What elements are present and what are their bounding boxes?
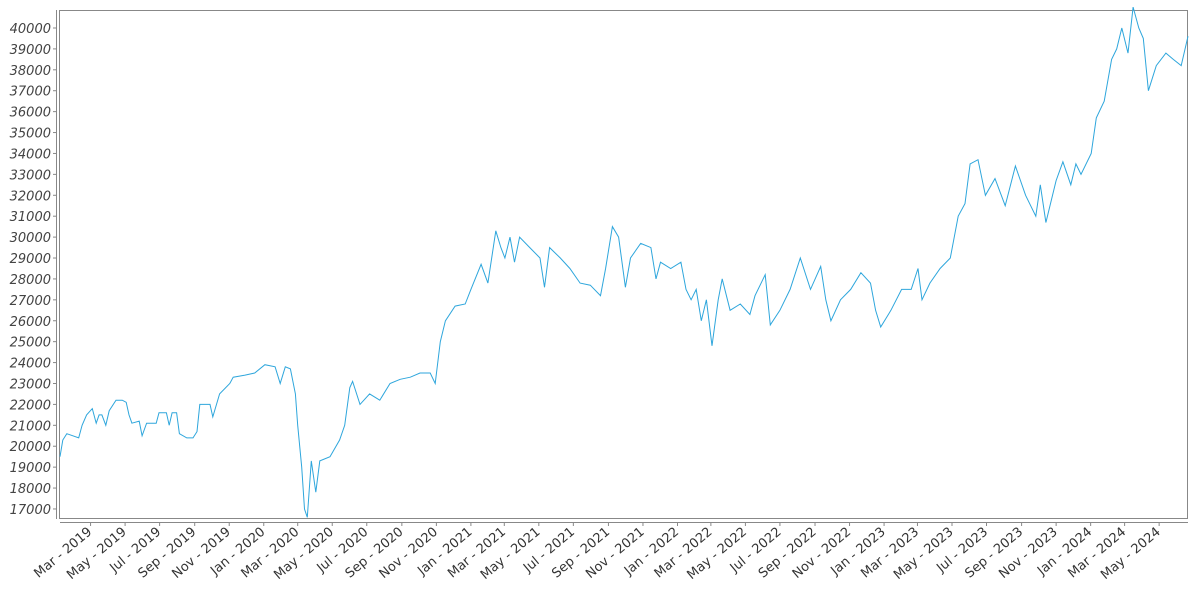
plot-frame (59, 10, 1188, 519)
series-line (59, 6, 1189, 518)
y-tick-label: 32000 (10, 189, 51, 204)
y-tick-label: 36000 (10, 106, 51, 121)
y-tick-label: 29000 (10, 252, 51, 267)
y-tick-label: 19000 (10, 461, 51, 476)
y-tick-label: 27000 (10, 294, 51, 309)
y-tick-label: 31000 (10, 210, 51, 225)
y-axis-ticks: 17000 18000 19000 20000 21000 22000 23000 24000… (10, 22, 57, 518)
y-tick-label: 18000 (10, 482, 51, 497)
y-tick-label: 17000 (10, 503, 51, 518)
y-tick-label: 20000 (10, 440, 51, 455)
y-tick-label: 26000 (10, 315, 51, 330)
y-tick-label: 24000 (10, 357, 51, 372)
y-tick-label: 21000 (10, 419, 51, 434)
y-tick-label: 28000 (10, 273, 51, 288)
y-tick-label: 22000 (10, 398, 51, 413)
y-tick-label: 34000 (10, 147, 51, 162)
y-tick-label: 33000 (10, 168, 51, 183)
y-tick-label: 38000 (10, 64, 51, 79)
y-tick-label: 40000 (10, 22, 51, 37)
y-tick-label: 39000 (10, 43, 51, 58)
y-tick-label: 30000 (10, 231, 51, 246)
y-tick-label: 25000 (10, 336, 51, 351)
y-tick-label: 35000 (10, 127, 51, 142)
y-tick-label: 37000 (10, 85, 51, 100)
y-tick-label: 23000 (10, 377, 51, 392)
